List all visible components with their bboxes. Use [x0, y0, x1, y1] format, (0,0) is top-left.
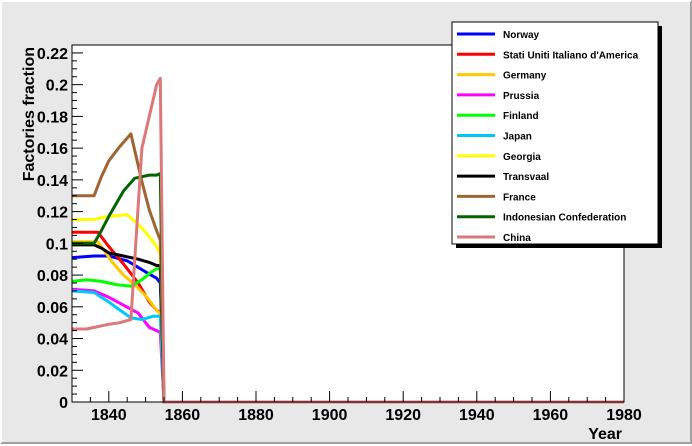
x-tick-label: 1960: [533, 407, 569, 424]
legend-label-6: Georgia: [503, 152, 541, 163]
y-tick-label: 0.04: [37, 332, 68, 349]
series-layer: [71, 76, 624, 404]
series-line-10: [72, 76, 624, 404]
x-tick-label: 1840: [91, 407, 127, 424]
axis-layer: 1840 1860 1880 1900 1920 1940 1960 1980 0 0.02 0.0…: [37, 44, 642, 424]
legend: Norway Stati Uniti Italiano d'America Germ…: [451, 21, 662, 248]
x-axis-title: Year: [588, 426, 622, 443]
x-tick-label: 1900: [312, 407, 348, 424]
legend-label-8: France: [503, 192, 536, 203]
y-axis-title: Factories fraction: [21, 47, 38, 181]
x-tick-label: 1880: [238, 407, 274, 424]
x-tick-label: 1860: [165, 407, 201, 424]
y-tick-label: 0: [59, 395, 68, 412]
y-tick-label: 0.08: [37, 268, 68, 285]
legend-label-0: Norway: [503, 30, 540, 41]
legend-label-9: Indonesian Confederation: [503, 213, 626, 224]
y-tick-label: 0.22: [37, 46, 68, 63]
legend-label-7: Transvaal: [503, 172, 549, 183]
y-tick-label: 0.14: [37, 173, 68, 190]
y-tick-label: 0.1: [46, 236, 68, 253]
legend-label-1: Stati Uniti Italiano d'America: [503, 50, 639, 61]
legend-items: Norway Stati Uniti Italiano d'America Germ…: [457, 30, 639, 244]
legend-label-10: China: [503, 233, 531, 244]
legend-box: [451, 21, 659, 245]
legend-label-5: Japan: [503, 132, 532, 143]
y-tick-label: 0.12: [37, 205, 68, 222]
x-tick-label: 1920: [385, 407, 421, 424]
x-tick-label: 1980: [606, 407, 642, 424]
y-tick-label: 0.2: [46, 78, 68, 95]
legend-label-3: Prussia: [503, 91, 540, 102]
y-tick-label: 0.06: [37, 300, 68, 317]
y-tick-label: 0.02: [37, 363, 68, 380]
y-tick-label: 0.18: [37, 109, 68, 126]
legend-label-4: Finland: [503, 111, 539, 122]
x-tick-label: 1940: [459, 407, 495, 424]
legend-label-2: Germany: [503, 71, 547, 82]
y-tick-label: 0.16: [37, 141, 68, 158]
